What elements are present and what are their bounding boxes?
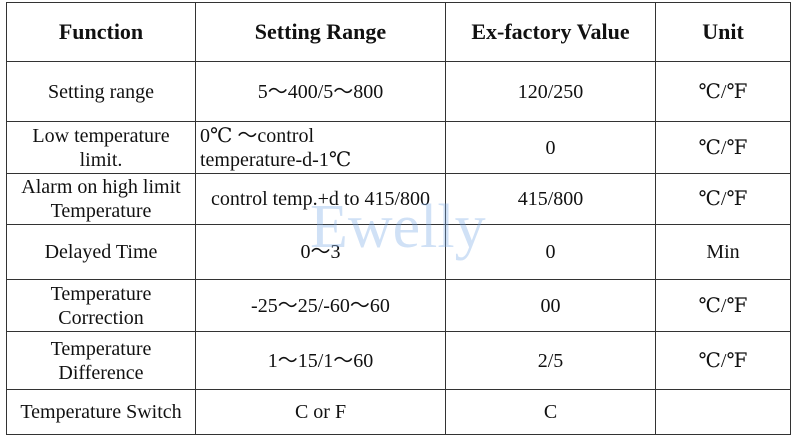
cell-text: 0～3: [300, 241, 341, 263]
cell-text: -25～25/-60～60: [251, 294, 390, 317]
cell-text: 415/800: [517, 188, 584, 210]
cell-text: C or F: [294, 401, 347, 423]
table-cell: 2/5: [445, 331, 656, 390]
header-cell: Ex-factory Value: [445, 2, 656, 62]
cell-text: Temperature: [50, 337, 152, 360]
table-cell: Temperature Difference: [6, 331, 196, 390]
table-cell: Min: [655, 224, 791, 280]
cell-text: temperature-d-1℃: [200, 148, 352, 171]
table-cell: 120/250: [445, 61, 656, 122]
table-cell: Low temperature limit.: [6, 121, 196, 174]
cell-text: Low temperature: [32, 124, 170, 147]
cell-text: Temperature Switch: [20, 401, 182, 423]
cell-text: ℃/℉: [698, 188, 748, 210]
spec-table: Function Setting Range Ex-factory Value Uni…: [6, 2, 791, 435]
table-row: Alarm on high limit Temperature control te…: [6, 173, 791, 225]
cell-text: Difference: [58, 361, 144, 384]
table-cell: ℃/℉: [655, 279, 791, 332]
cell-text: Setting range: [47, 80, 155, 103]
cell-text: limit.: [79, 148, 123, 171]
table-row: Delayed Time 0～3 0 Min: [6, 224, 791, 280]
cell-text: 1～15/1～60: [267, 349, 374, 372]
cell-text: control temp.+d to 415/800: [210, 188, 431, 210]
cell-text: Delayed Time: [44, 241, 158, 263]
table-cell: -25～25/-60～60: [195, 279, 446, 332]
table-cell: 0～3: [195, 224, 446, 280]
cell-text: 0: [545, 241, 556, 263]
table-cell: Delayed Time: [6, 224, 196, 280]
table-cell: Setting range: [6, 61, 196, 122]
table-cell: 415/800: [445, 173, 656, 225]
table-cell: C: [445, 389, 656, 435]
cell-text: Alarm on high limit: [21, 176, 181, 198]
cell-text: Min: [706, 241, 740, 263]
table-cell: Temperature Correction: [6, 279, 196, 332]
table-cell: 0: [445, 224, 656, 280]
table-cell: C or F: [195, 389, 446, 435]
table-row: Temperature Correction -25～25/-60～60 00 ℃/℉: [6, 279, 791, 332]
cell-text: 0: [545, 136, 556, 159]
cell-text: 120/250: [517, 80, 584, 103]
table-row: Temperature Switch C or F C: [6, 389, 791, 435]
cell-text: Temperature: [50, 200, 152, 222]
header-cell: Setting Range: [195, 2, 446, 62]
table-cell: ℃/℉: [655, 61, 791, 122]
table-cell: 5～400/5～800: [195, 61, 446, 122]
cell-text: 5～400/5～800: [257, 80, 384, 103]
table-cell: ℃/℉: [655, 173, 791, 225]
table-cell: ℃/℉: [655, 121, 791, 174]
header-cell: Unit: [655, 2, 791, 62]
table-cell: 0℃ ～control temperature-d-1℃: [195, 121, 446, 174]
table-row: Temperature Difference 1～15/1～60 2/5 ℃/℉: [6, 331, 791, 390]
table-cell: Temperature Switch: [6, 389, 196, 435]
table-cell: [655, 389, 791, 435]
cell-text: 00: [540, 294, 561, 317]
cell-text: ℃/℉: [698, 349, 748, 372]
table-row: Low temperature limit. 0℃ ～control temperat…: [6, 121, 791, 174]
cell-text: Correction: [58, 306, 144, 329]
cell-text: 2/5: [537, 349, 564, 372]
header-row: Function Setting Range Ex-factory Value Uni…: [6, 2, 791, 62]
table-cell: 0: [445, 121, 656, 174]
cell-text: ℃/℉: [698, 294, 748, 317]
table-cell: control temp.+d to 415/800: [195, 173, 446, 225]
table-cell: 1～15/1～60: [195, 331, 446, 390]
cell-text: 0℃ ～control: [200, 124, 315, 147]
table-row: Setting range 5～400/5～800 120/250 ℃/℉: [6, 61, 791, 122]
header-cell: Function: [6, 2, 196, 62]
table-cell: ℃/℉: [655, 331, 791, 390]
cell-text: ℃/℉: [698, 136, 748, 159]
cell-text: ℃/℉: [698, 80, 748, 103]
cell-text: C: [543, 401, 558, 423]
table-cell: Alarm on high limit Temperature: [6, 173, 196, 225]
cell-text: Temperature: [50, 282, 152, 305]
table-cell: 00: [445, 279, 656, 332]
